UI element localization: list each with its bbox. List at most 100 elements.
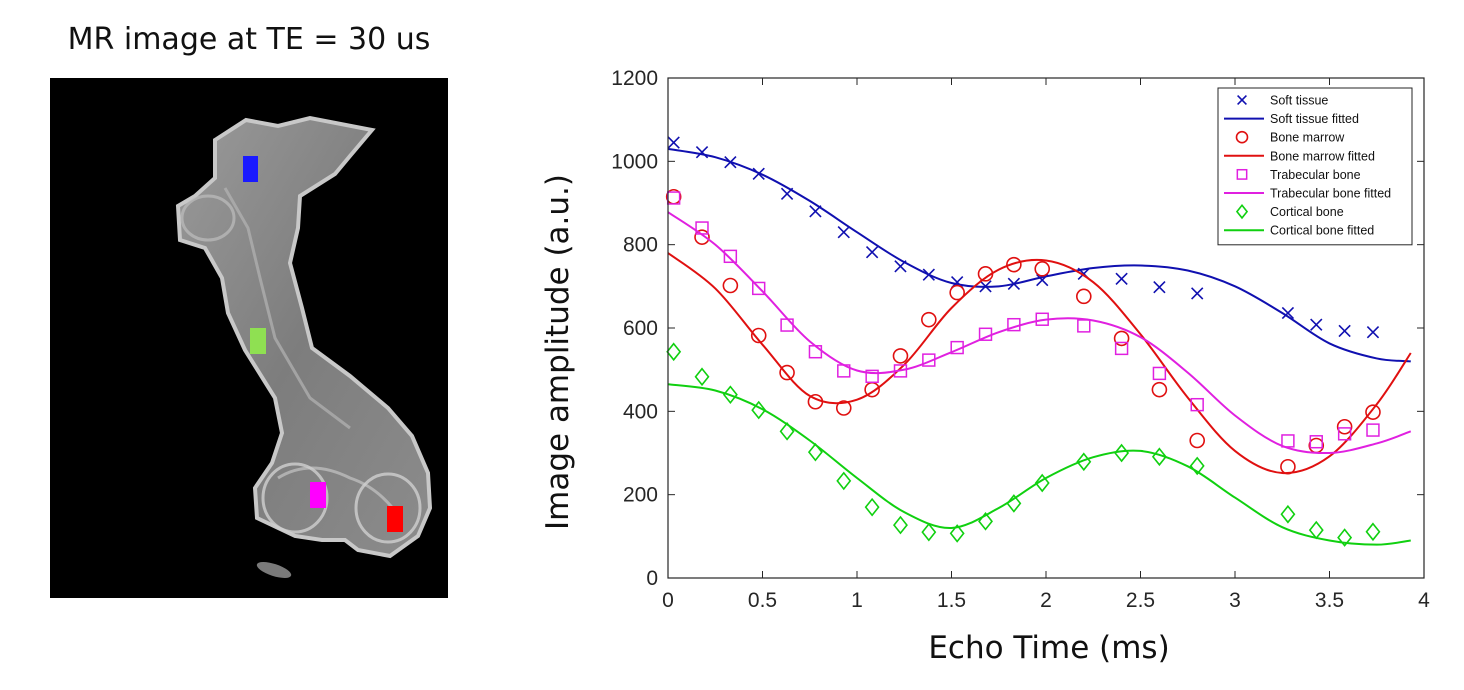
legend-label-soft-tissue-fitted: Soft tissue fitted — [1270, 112, 1359, 126]
data-point-bone-marrow — [977, 266, 994, 282]
data-point-cortical-bone — [694, 367, 710, 387]
data-point-cortical-bone — [722, 385, 738, 404]
x-tick-label: 0 — [662, 589, 674, 612]
legend-box — [1217, 87, 1413, 246]
data-point-cortical-bone — [1006, 494, 1022, 513]
data-point-soft-tissue — [1281, 306, 1295, 320]
data-point-cortical-bone — [949, 524, 965, 543]
marker-stroke — [752, 167, 765, 180]
data-point-bone-marrow — [1034, 261, 1051, 277]
legend-marker-bone-marrow — [1235, 130, 1249, 144]
roi-trabecular-bone — [310, 482, 326, 508]
marker-stroke — [979, 280, 992, 293]
plot-area — [665, 136, 1412, 547]
legend-label-trabecular-bone: Trabecular bone — [1270, 168, 1361, 182]
data-point-cortical-bone — [1337, 528, 1353, 547]
data-point-bone-marrow — [921, 311, 937, 328]
data-point-cortical-bone — [1151, 447, 1167, 467]
data-point-trabecular-bone — [865, 369, 879, 384]
legend-marker-soft-tissue — [1237, 95, 1247, 105]
legend-label-soft-tissue: Soft tissue — [1270, 94, 1328, 108]
data-point-soft-tissue — [1153, 281, 1166, 294]
data-point-cortical-bone — [1280, 504, 1296, 524]
legend-marker-cortical-bone — [1235, 203, 1249, 220]
data-point-bone-marrow — [1189, 432, 1206, 449]
marker-stroke — [1310, 318, 1323, 331]
axes: 0 0.5 1 1.5 2 2.5 3 3.5 4 0 200 400 600 800 1000 1200 — [611, 67, 1430, 612]
x-tick-label: 1.5 — [937, 589, 966, 612]
femur-head-contour — [180, 194, 236, 242]
bone-image-drawing — [175, 115, 433, 578]
data-point-soft-tissue — [1036, 273, 1049, 287]
data-point-soft-tissue — [837, 226, 850, 239]
x-tick-label: 2.5 — [1126, 589, 1155, 612]
marker-stroke — [1366, 326, 1380, 339]
data-point-trabecular-bone — [893, 364, 908, 378]
legend-marker-trabecular-bone — [1236, 168, 1248, 180]
roi-bone-marrow — [387, 506, 403, 532]
femur-condyle-right — [354, 472, 422, 544]
data-point-bone-marrow — [722, 277, 739, 294]
data-point-soft-tissue — [1007, 277, 1021, 290]
data-point-cortical-bone — [1114, 443, 1130, 463]
femur-shape — [175, 115, 433, 559]
legend-label-trabecular-bone-fitted: Trabecular bone fitted — [1270, 187, 1391, 201]
data-point-trabecular-bone — [752, 281, 766, 296]
data-point-trabecular-bone — [808, 345, 823, 359]
marker-stroke — [865, 246, 879, 259]
data-point-cortical-bone — [978, 512, 993, 531]
fit-line-trabecular-bone — [667, 211, 1412, 455]
data-point-soft-tissue — [724, 156, 737, 169]
data-point-trabecular-bone — [1190, 397, 1204, 412]
data-point-trabecular-bone — [1152, 366, 1167, 381]
data-point-cortical-bone — [921, 522, 937, 542]
data-point-trabecular-bone — [1309, 435, 1323, 449]
y-tick-label: 800 — [623, 234, 658, 257]
data-point-cortical-bone — [779, 422, 795, 441]
y-tick-label: 200 — [623, 484, 658, 507]
marker-stroke — [667, 136, 680, 149]
data-point-trabecular-bone — [1035, 312, 1049, 326]
data-point-bone-marrow — [694, 229, 710, 245]
femur-condyle-left — [261, 462, 329, 534]
data-point-trabecular-bone — [1007, 317, 1021, 332]
data-point-trabecular-bone — [978, 327, 993, 341]
marker-stroke — [724, 156, 737, 169]
marker-stroke — [1281, 306, 1295, 320]
x-tick-label: 3.5 — [1315, 589, 1344, 612]
y-tick-label: 400 — [623, 400, 658, 423]
data-point-soft-tissue — [780, 187, 794, 200]
data-point-soft-tissue — [979, 280, 992, 293]
x-tick-label: 4 — [1418, 589, 1430, 612]
data-point-bone-marrow — [750, 327, 767, 344]
data-point-cortical-bone — [893, 515, 908, 535]
data-point-trabecular-bone — [1114, 341, 1129, 356]
data-point-trabecular-bone — [695, 221, 709, 235]
legend-label-bone-marrow-fitted: Bone marrow fitted — [1270, 149, 1375, 163]
data-point-soft-tissue — [865, 246, 879, 259]
data-point-soft-tissue — [894, 260, 907, 273]
data-point-bone-marrow — [1006, 256, 1022, 273]
y-tick-label: 600 — [623, 317, 658, 340]
marker-stroke — [780, 187, 794, 200]
y-axis-label: Image amplitude (a.u.) — [540, 174, 576, 530]
legend: Soft tissue Soft tissue fitted Bone marrow… — [1217, 87, 1413, 246]
data-point-bone-marrow — [779, 364, 795, 381]
mr-image — [50, 78, 448, 598]
data-point-soft-tissue — [1366, 326, 1380, 339]
femur-inner-2 — [277, 466, 402, 519]
data-point-bone-marrow — [1151, 381, 1168, 398]
data-point-cortical-bone — [1189, 456, 1205, 476]
x-tick-label: 1 — [851, 589, 863, 612]
data-point-trabecular-bone — [1337, 427, 1352, 441]
legend-label-bone-marrow: Bone marrow — [1270, 131, 1345, 145]
data-point-cortical-bone — [666, 342, 682, 362]
x-axis-label: Echo Time (ms) — [928, 630, 1169, 666]
x-tick-label: 3 — [1229, 589, 1241, 612]
data-point-soft-tissue — [1338, 324, 1351, 338]
data-point-cortical-bone — [1308, 520, 1324, 540]
data-point-cortical-bone — [836, 471, 852, 491]
data-point-soft-tissue — [695, 146, 709, 159]
data-point-trabecular-bone — [1366, 423, 1380, 437]
data-point-cortical-bone — [807, 442, 823, 462]
